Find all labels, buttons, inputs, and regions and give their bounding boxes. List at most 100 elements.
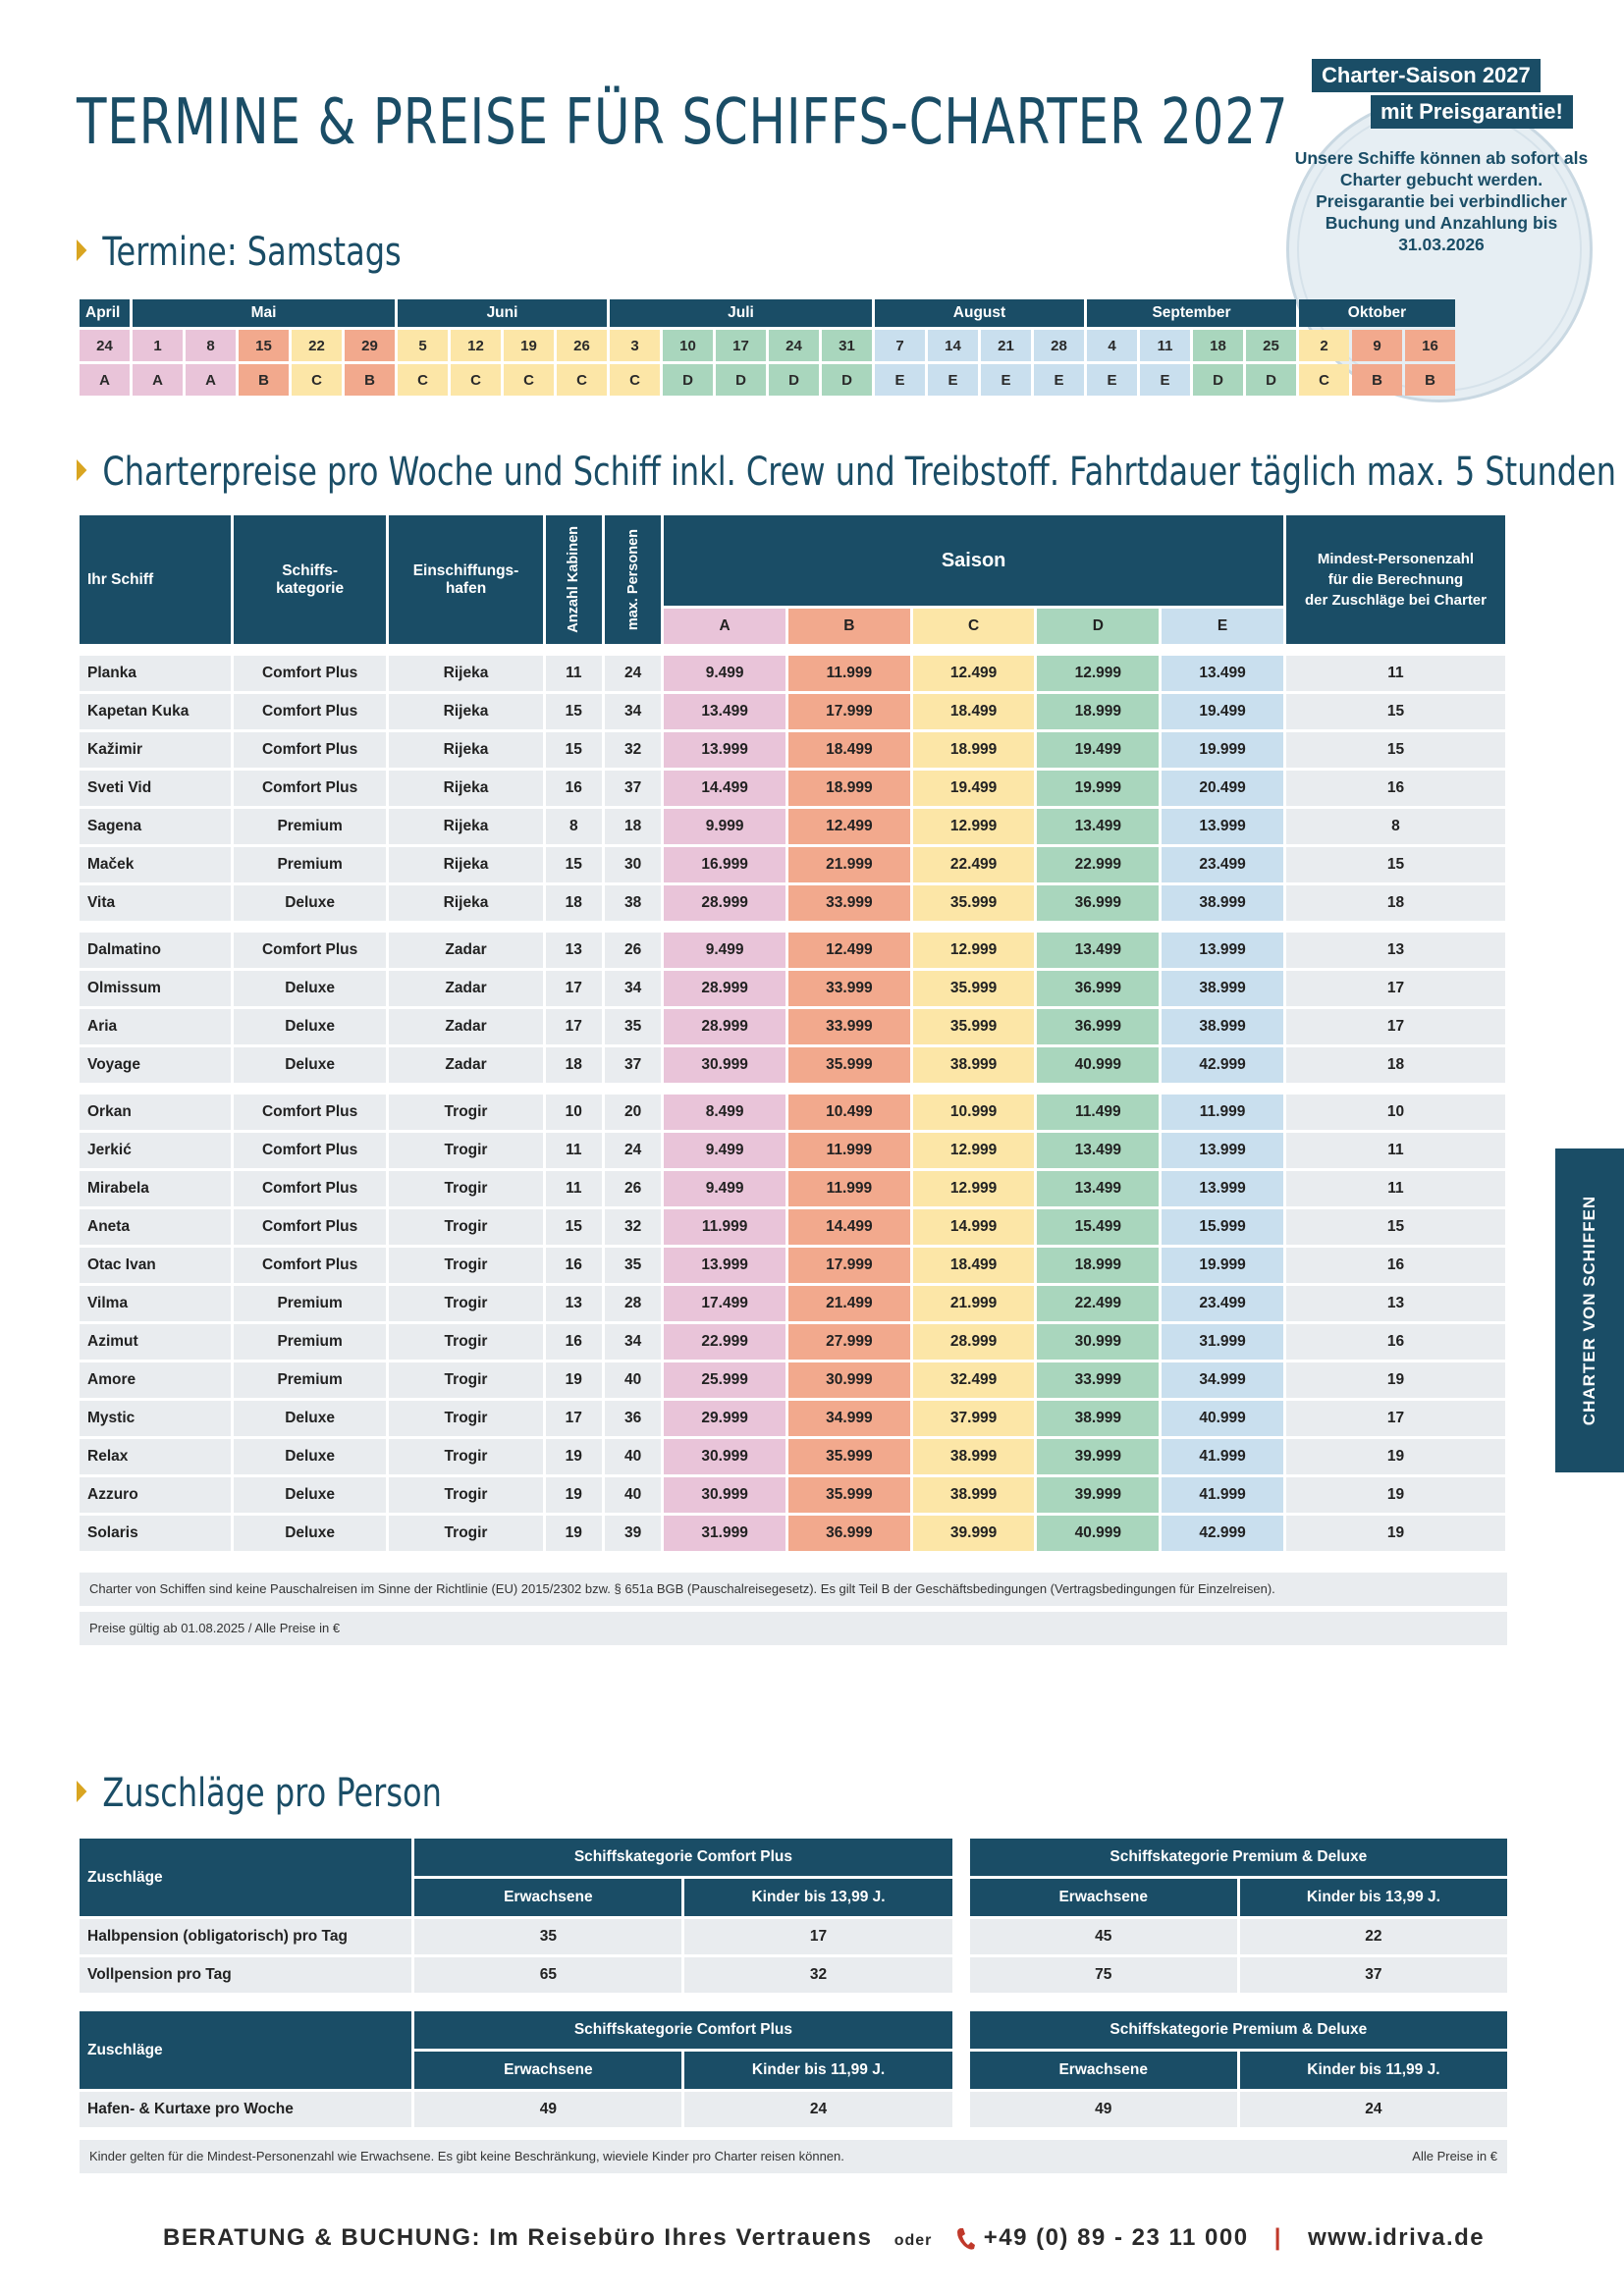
cell: 21.999 — [788, 847, 910, 882]
cell: Rijeka — [389, 809, 543, 844]
cell: 30.999 — [664, 1439, 785, 1474]
cell: 19.999 — [1162, 1248, 1283, 1283]
section-prices: Charterpreise pro Woche und Schiff inkl.… — [77, 450, 1616, 495]
cell: 9.499 — [664, 933, 785, 968]
cell: Deluxe — [233, 971, 387, 1006]
cell: Deluxe — [233, 1401, 387, 1436]
calendar-day: 24 — [80, 330, 130, 361]
ship-row: Relax Deluxe Trogir 19 40 30.999 35.999 38.999 3… — [80, 1439, 1505, 1474]
ship-row: Planka Comfort Plus Rijeka 11 24 9.499 11.999 1… — [80, 656, 1505, 691]
cell: 19.999 — [1037, 771, 1160, 806]
cell: 21.999 — [912, 1286, 1035, 1321]
cell: 8.499 — [664, 1095, 785, 1130]
cell: 9.499 — [664, 656, 785, 691]
cell: 36.999 — [788, 1516, 910, 1551]
ship-row: Kažimir Comfort Plus Rijeka 15 32 13.999 18.49… — [80, 732, 1505, 768]
footer-lead: BERATUNG & BUCHUNG: Im Reisebüro Ihres V… — [163, 2224, 873, 2251]
cell: 10 — [545, 1095, 602, 1130]
cell: Deluxe — [233, 1516, 387, 1551]
ship-row: Solaris Deluxe Trogir 19 39 31.999 36.999 39.99… — [80, 1516, 1505, 1551]
cell: 33.999 — [1037, 1362, 1160, 1398]
cell: 35.999 — [788, 1477, 910, 1513]
header-category: Schiffs- kategorie — [233, 515, 387, 644]
cell: Rijeka — [389, 885, 543, 921]
header-season-C: C — [912, 609, 1035, 644]
calendar-season: E — [1087, 364, 1137, 396]
supp1-cat-comfort: Schiffskategorie Comfort Plus — [414, 1839, 952, 1876]
calendar-day: 8 — [186, 330, 236, 361]
cell: Comfort Plus — [233, 933, 387, 968]
calendar-month: Mai — [133, 299, 395, 327]
cell: 34.999 — [1162, 1362, 1283, 1398]
triangle-bullet-icon — [77, 459, 87, 481]
cell: Relax — [80, 1439, 231, 1474]
footer-phone[interactable]: +49 (0) 89 - 23 11 000 — [983, 2224, 1249, 2251]
section-zuschlaege: Zuschläge pro Person — [77, 1771, 442, 1816]
header-ship: Ihr Schiff — [80, 515, 231, 644]
cell: 40.999 — [1162, 1401, 1283, 1436]
cell: 15 — [1285, 694, 1505, 729]
supp1-child-2: Kinder bis 13,99 J. — [1239, 1879, 1507, 1916]
header-season-B: B — [788, 609, 910, 644]
cell: Voyage — [80, 1047, 231, 1083]
calendar-season: C — [610, 364, 660, 396]
cell: 17 — [1285, 971, 1505, 1006]
dates-calendar: April Mai Juni Juli August September Oktober 2… — [77, 296, 1458, 399]
cell: 38.999 — [1162, 885, 1283, 921]
cell: 14.499 — [788, 1209, 910, 1245]
cell: Comfort Plus — [233, 771, 387, 806]
ship-row: Jerkić Comfort Plus Trogir 11 24 9.499 11.999 1… — [80, 1133, 1505, 1168]
side-tab-charter[interactable]: CHARTER VON SCHIFFEN — [1555, 1148, 1624, 1472]
cell: Aria — [80, 1009, 231, 1044]
cell: Comfort Plus — [233, 1248, 387, 1283]
supp1-cat-premium: Schiffskategorie Premium & Deluxe — [969, 1839, 1507, 1876]
cell: 11.999 — [664, 1209, 785, 1245]
page-title: TERMINE & PREISE FÜR SCHIFFS-CHARTER 202… — [77, 86, 1289, 159]
cell: 19.499 — [912, 771, 1035, 806]
cell: 31.999 — [1162, 1324, 1283, 1360]
supp2-cat-premium: Schiffskategorie Premium & Deluxe — [969, 2011, 1507, 2049]
calendar-day: 25 — [1246, 330, 1296, 361]
cell: 41.999 — [1162, 1477, 1283, 1513]
cell: 19 — [1285, 1516, 1505, 1551]
calendar-season: C — [504, 364, 554, 396]
cell: Trogir — [389, 1439, 543, 1474]
cell: 30.999 — [1037, 1324, 1160, 1360]
ship-row: Azimut Premium Trogir 16 34 22.999 27.999 28.99… — [80, 1324, 1505, 1360]
cell: 17 — [545, 1009, 602, 1044]
cell: 37 — [604, 1047, 662, 1083]
cell: 19 — [545, 1516, 602, 1551]
cell: 17 — [1285, 1009, 1505, 1044]
cell: 36 — [604, 1401, 662, 1436]
supplement-cell: 22 — [1239, 1919, 1507, 1954]
supplement-cell: 24 — [684, 2092, 952, 2127]
cell: 39.999 — [1037, 1439, 1160, 1474]
calendar-day: 15 — [239, 330, 289, 361]
cell: 13.999 — [1162, 933, 1283, 968]
calendar-season: D — [663, 364, 713, 396]
ship-row: Orkan Comfort Plus Trogir 10 20 8.499 10.499 10… — [80, 1095, 1505, 1130]
ship-row: Aneta Comfort Plus Trogir 15 32 11.999 14.499 1… — [80, 1209, 1505, 1245]
cell: Premium — [233, 1362, 387, 1398]
cell: 11 — [1285, 656, 1505, 691]
calendar-season: B — [239, 364, 289, 396]
cell: Deluxe — [233, 885, 387, 921]
calendar-season: A — [186, 364, 236, 396]
calendar-season: E — [1140, 364, 1190, 396]
calendar-day: 2 — [1299, 330, 1349, 361]
supplement-cell: 65 — [414, 1957, 682, 1993]
cell: 42.999 — [1162, 1047, 1283, 1083]
ship-row: Maček Premium Rijeka 15 30 16.999 21.999 22.499… — [80, 847, 1505, 882]
calendar-season: E — [875, 364, 925, 396]
cell: Trogir — [389, 1516, 543, 1551]
supplement-cell: 75 — [969, 1957, 1237, 1993]
cell: 24 — [604, 1133, 662, 1168]
cell: Sveti Vid — [80, 771, 231, 806]
footer-website[interactable]: www.idriva.de — [1308, 2224, 1486, 2251]
supplement-row: Halbpension (obligatorisch) pro Tag 35 17 4… — [80, 1919, 1507, 1954]
calendar-day: 31 — [822, 330, 872, 361]
cell: 33.999 — [788, 885, 910, 921]
calendar-season: A — [80, 364, 130, 396]
supplement-table-port: Zuschläge Schiffskategorie Comfort Plus … — [77, 2008, 1510, 2130]
cell: 12.999 — [1037, 656, 1160, 691]
